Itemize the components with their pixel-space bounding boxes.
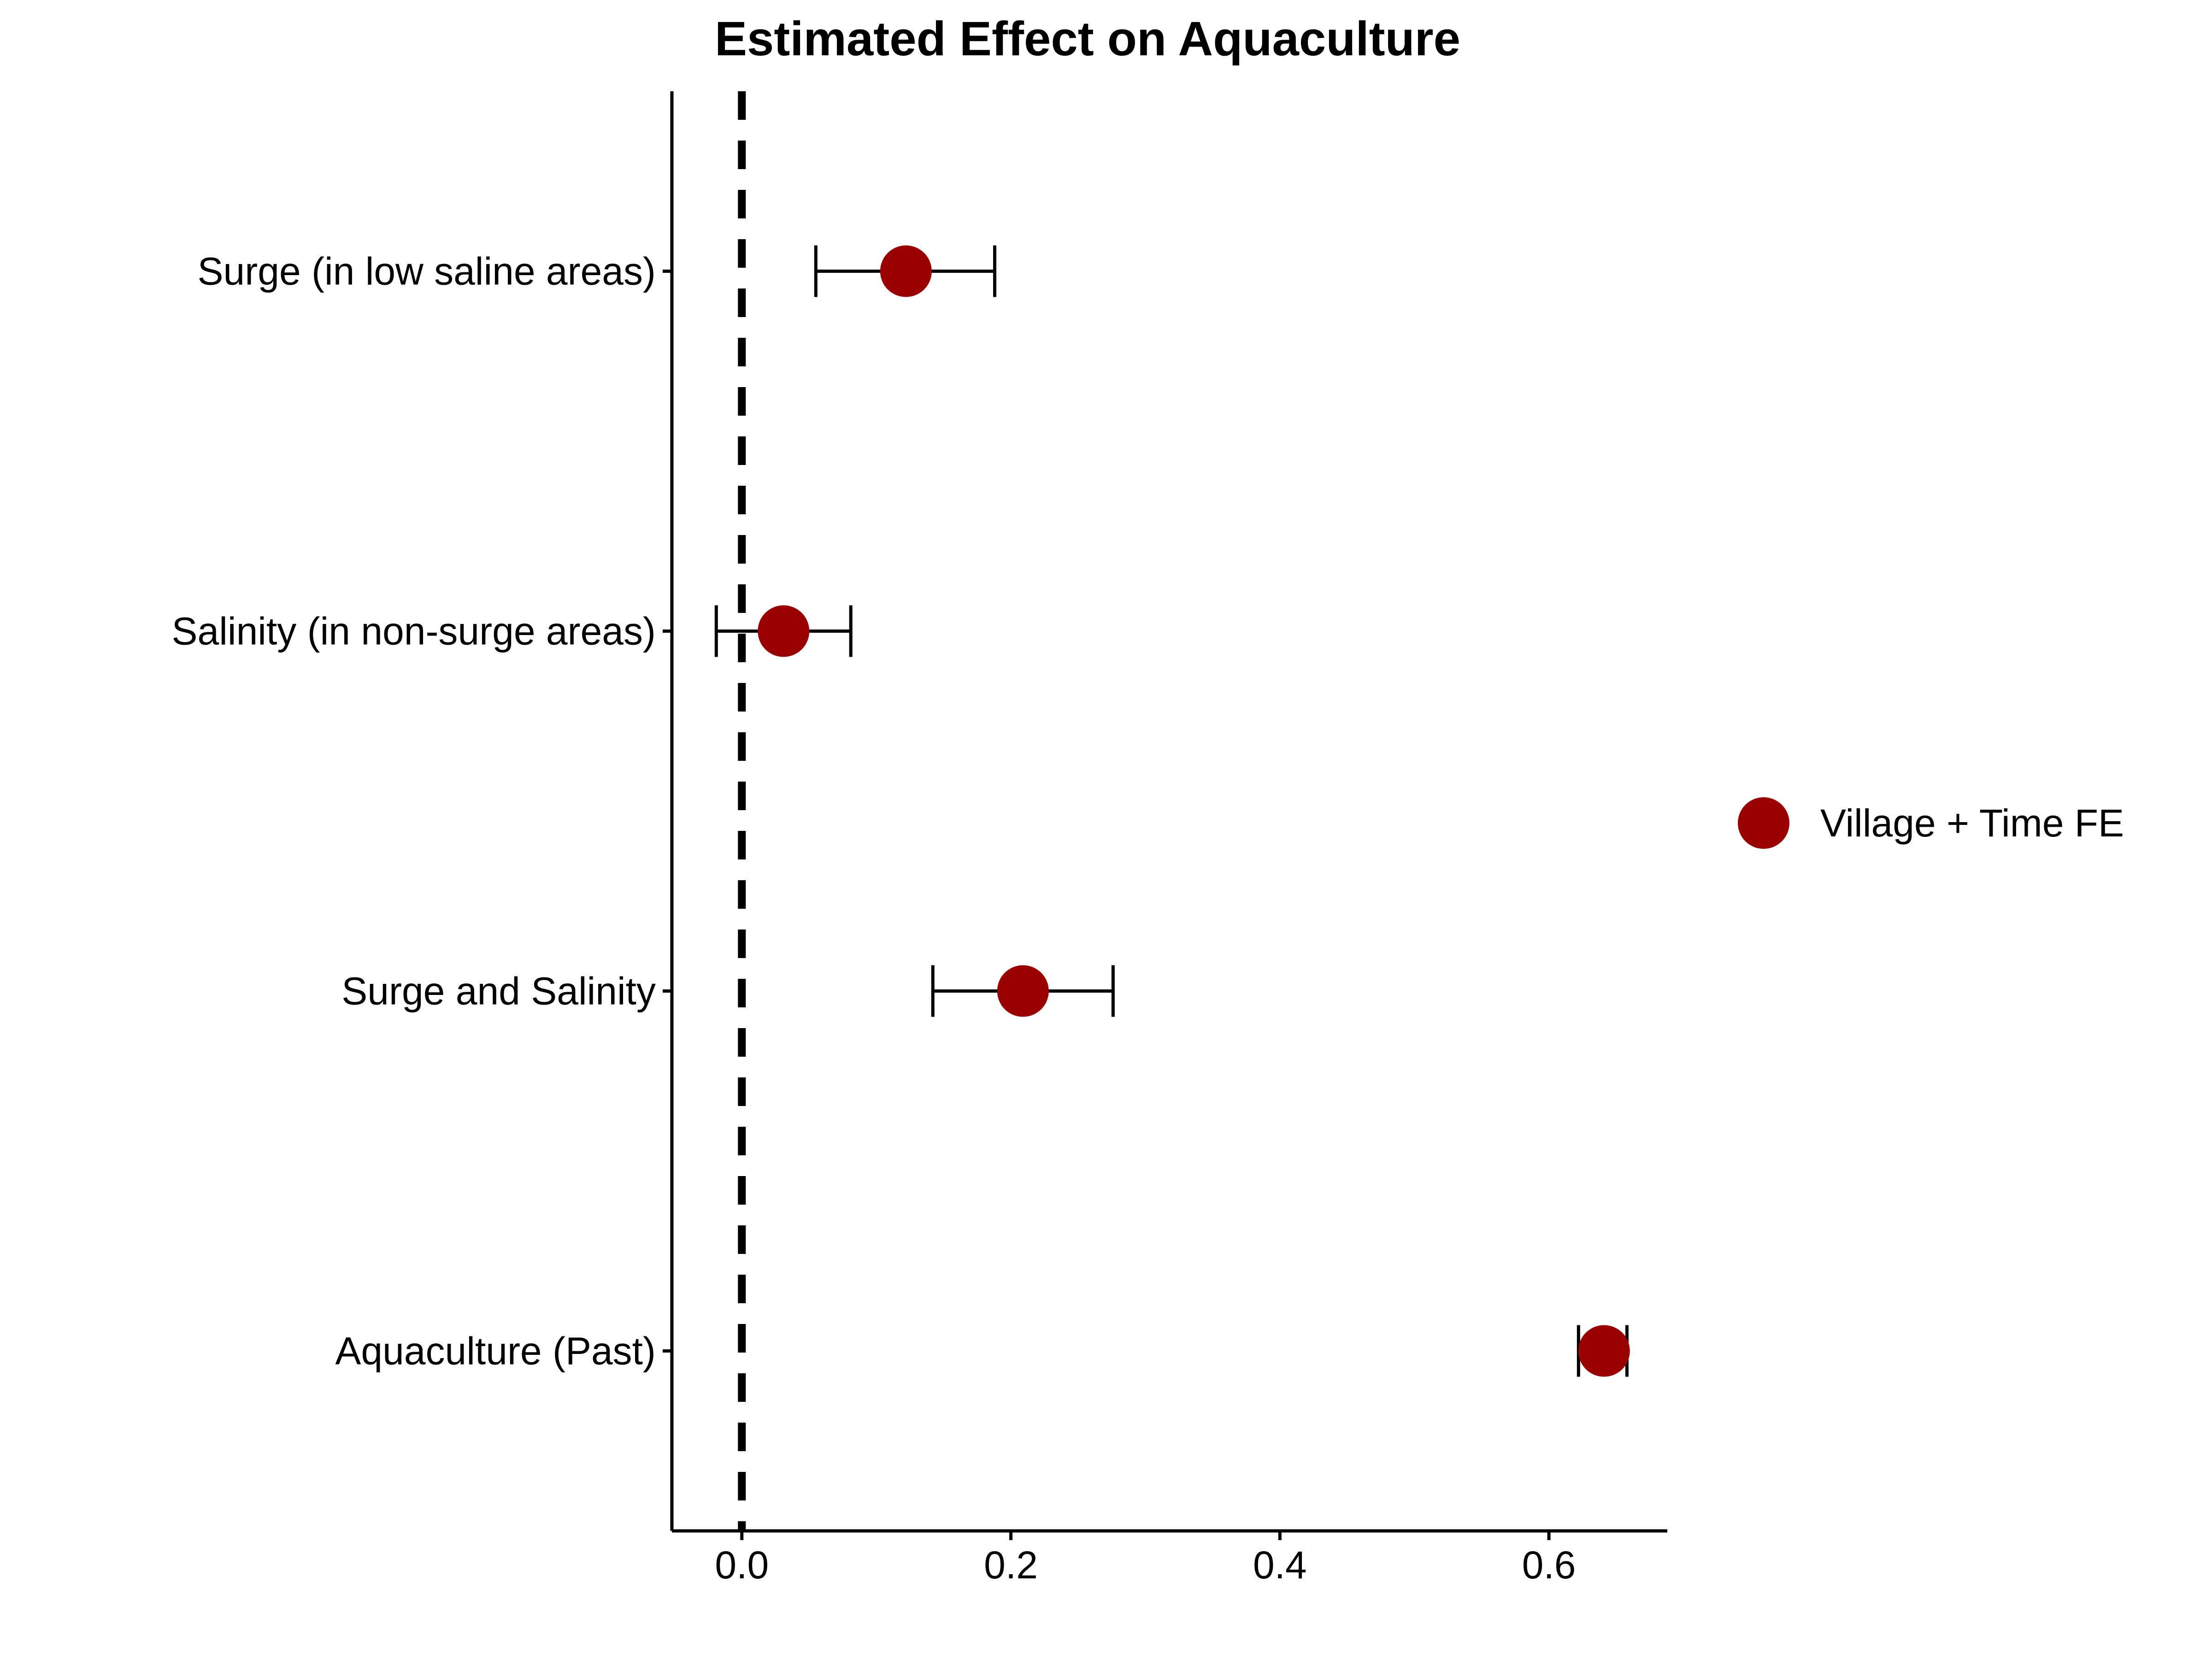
error-bar-group xyxy=(931,965,1115,1017)
data-point xyxy=(758,605,810,657)
x-tick-label: 0.0 xyxy=(715,1543,769,1587)
x-ticks: 0.0 0.2 0.4 0.6 xyxy=(715,1531,1576,1587)
y-tick-label: Salinity (in non-surge areas) xyxy=(172,610,656,653)
data-point xyxy=(997,965,1049,1017)
plot-area: Surge (in low saline areas) Salinity (in … xyxy=(172,91,1667,1587)
y-tick-label: Surge and Salinity xyxy=(341,970,656,1013)
data-marks xyxy=(714,245,1630,1377)
legend: Village + Time FE xyxy=(1738,797,2124,849)
data-point xyxy=(1578,1325,1630,1377)
error-bar-group xyxy=(814,245,997,297)
data-point xyxy=(880,245,932,297)
chart-title: Estimated Effect on Aquaculture xyxy=(715,12,1460,66)
legend-marker xyxy=(1738,797,1789,849)
y-ticks: Surge (in low saline areas) Salinity (in … xyxy=(172,250,672,1373)
error-bar-group xyxy=(714,605,853,657)
y-tick-label: Aquaculture (Past) xyxy=(335,1330,656,1373)
x-tick-label: 0.4 xyxy=(1253,1543,1307,1587)
y-tick-label: Surge (in low saline areas) xyxy=(198,250,656,293)
x-tick-label: 0.6 xyxy=(1522,1543,1576,1587)
x-tick-label: 0.2 xyxy=(984,1543,1038,1587)
error-bar-group xyxy=(1577,1325,1630,1377)
legend-label: Village + Time FE xyxy=(1820,801,2124,845)
